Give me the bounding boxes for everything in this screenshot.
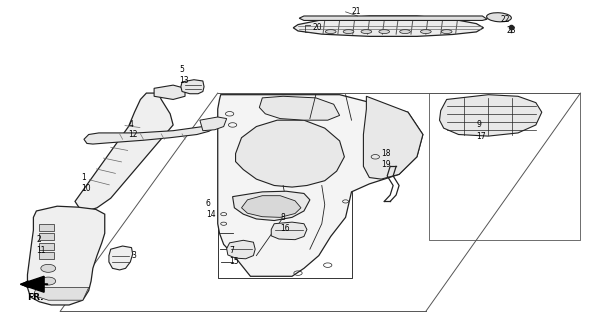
- Text: 17: 17: [476, 132, 486, 140]
- Ellipse shape: [486, 13, 511, 22]
- Polygon shape: [218, 95, 423, 276]
- Text: 9: 9: [476, 120, 481, 130]
- Text: 15: 15: [229, 258, 239, 267]
- Polygon shape: [241, 196, 301, 217]
- Ellipse shape: [325, 30, 336, 34]
- Ellipse shape: [41, 264, 55, 272]
- Text: 16: 16: [280, 224, 290, 233]
- Polygon shape: [109, 246, 133, 270]
- Text: 14: 14: [206, 210, 216, 219]
- Ellipse shape: [379, 30, 390, 34]
- Text: 18: 18: [381, 149, 391, 158]
- Polygon shape: [271, 222, 307, 240]
- Polygon shape: [226, 240, 255, 259]
- Text: 19: 19: [381, 160, 391, 169]
- Text: 8: 8: [280, 213, 285, 222]
- Text: FR.: FR.: [27, 293, 44, 302]
- Text: 13: 13: [179, 76, 189, 85]
- Polygon shape: [20, 276, 44, 292]
- Polygon shape: [232, 191, 310, 220]
- Polygon shape: [181, 80, 204, 94]
- Text: 2: 2: [36, 235, 41, 244]
- Text: 20: 20: [313, 23, 322, 32]
- Ellipse shape: [343, 30, 354, 34]
- Text: 6: 6: [206, 198, 211, 207]
- Text: 23: 23: [506, 27, 516, 36]
- Polygon shape: [39, 233, 54, 240]
- Polygon shape: [154, 85, 185, 100]
- Text: 5: 5: [179, 65, 184, 74]
- Text: 1: 1: [81, 173, 86, 182]
- Ellipse shape: [361, 30, 372, 34]
- Polygon shape: [75, 93, 173, 211]
- Ellipse shape: [421, 30, 431, 34]
- Polygon shape: [293, 16, 483, 36]
- Text: 22: 22: [500, 15, 510, 24]
- Polygon shape: [200, 117, 226, 131]
- Text: 11: 11: [36, 246, 46, 255]
- Polygon shape: [299, 16, 487, 20]
- Polygon shape: [84, 125, 216, 144]
- Polygon shape: [39, 243, 54, 250]
- Ellipse shape: [441, 30, 452, 34]
- Polygon shape: [33, 287, 89, 300]
- Polygon shape: [39, 252, 54, 260]
- Polygon shape: [27, 206, 105, 305]
- Polygon shape: [235, 120, 344, 187]
- Polygon shape: [439, 95, 542, 136]
- Ellipse shape: [400, 30, 411, 34]
- Polygon shape: [39, 224, 54, 231]
- Polygon shape: [364, 96, 423, 179]
- Text: 7: 7: [229, 246, 234, 255]
- Text: 3: 3: [132, 251, 136, 260]
- Text: 12: 12: [129, 130, 138, 139]
- Text: 10: 10: [81, 184, 91, 193]
- Text: 21: 21: [352, 7, 361, 16]
- Ellipse shape: [41, 277, 55, 285]
- Text: 4: 4: [129, 120, 134, 130]
- Polygon shape: [259, 96, 340, 120]
